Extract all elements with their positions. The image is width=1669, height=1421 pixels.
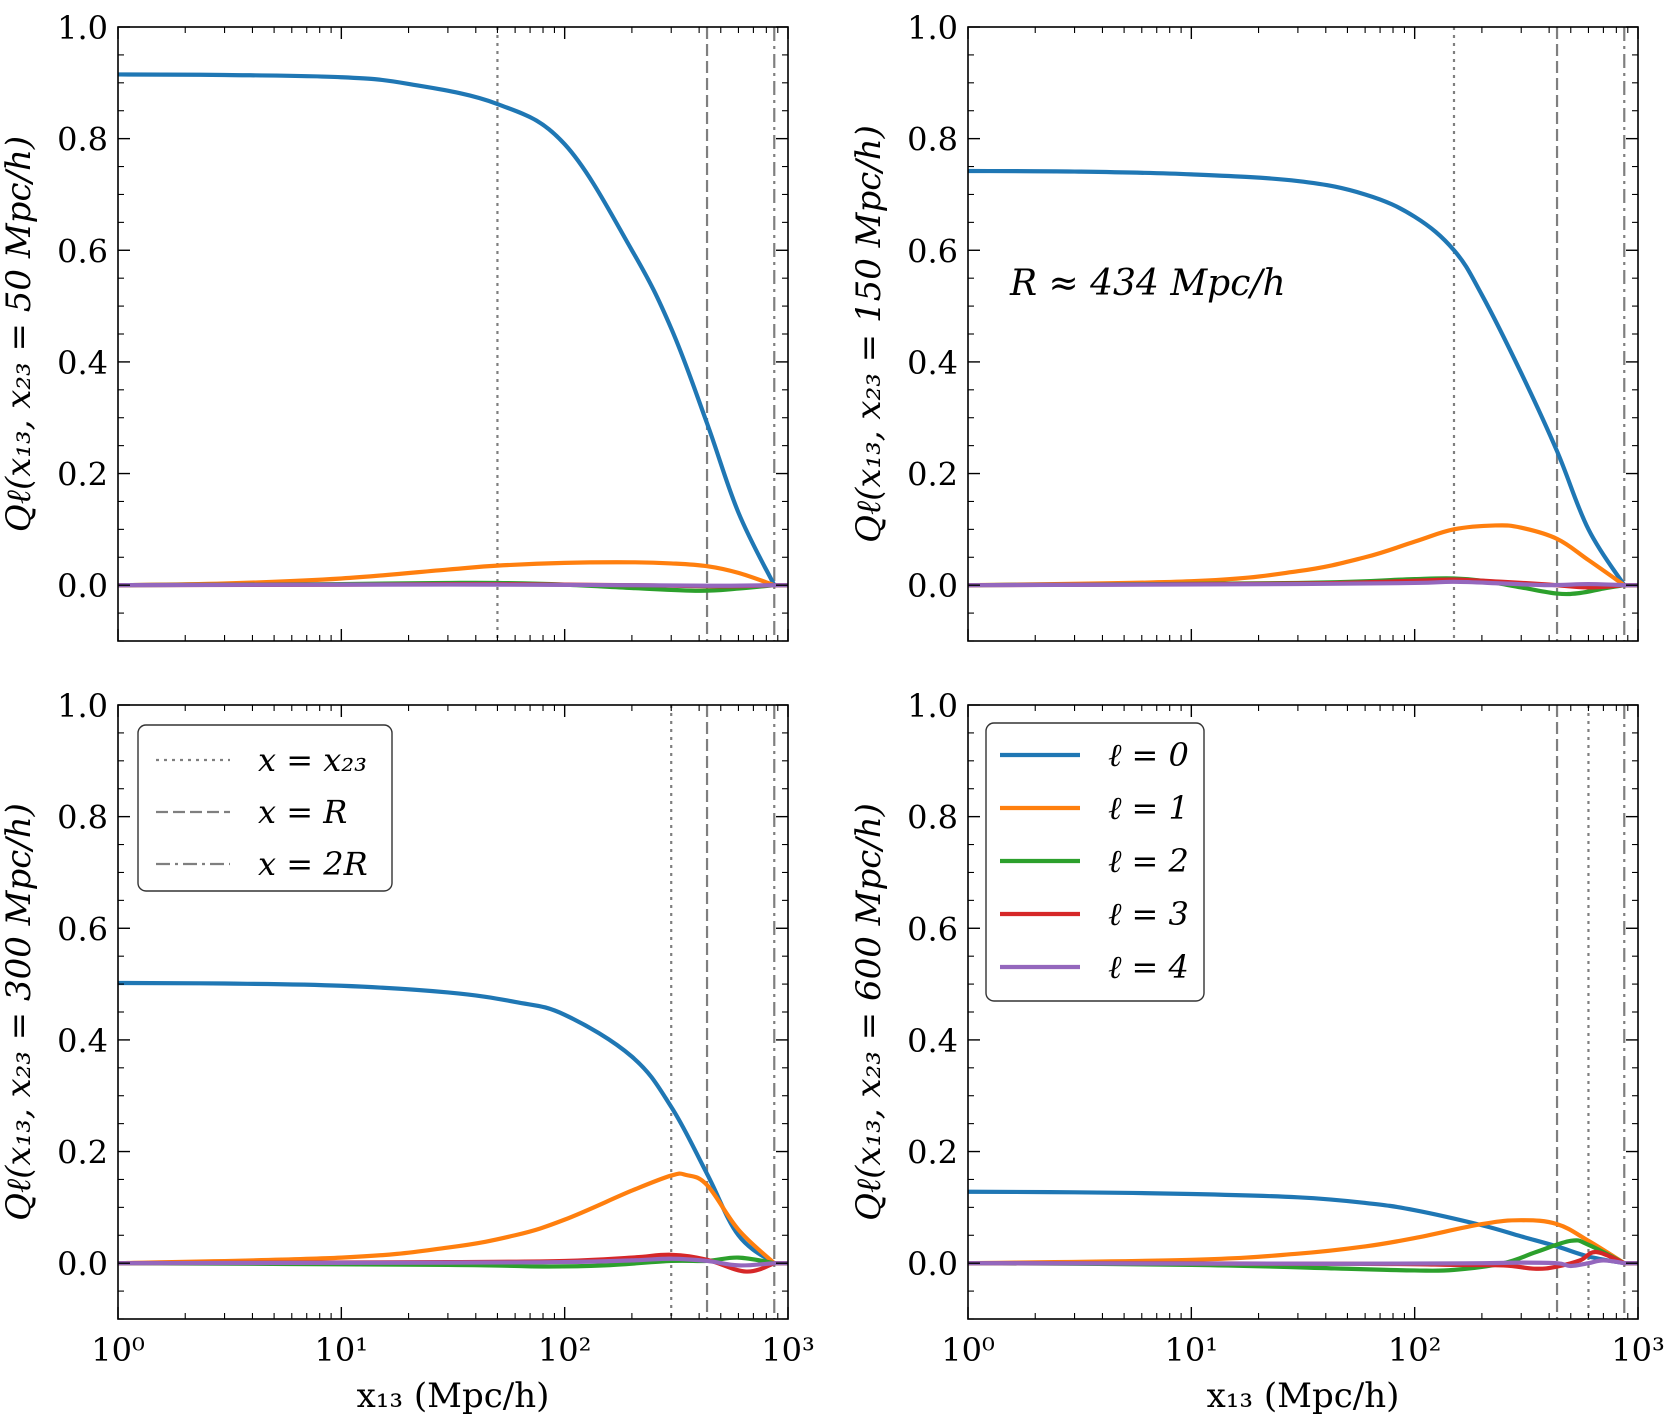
- ytick-label: 0.2: [907, 456, 958, 494]
- series-line-l0: [968, 168, 1638, 588]
- ytick-label: 0.4: [57, 344, 108, 382]
- series-line-l0: [118, 72, 788, 588]
- xtick-label: 10¹: [315, 1331, 369, 1369]
- ytick-label: 0.6: [57, 232, 108, 270]
- ytick-label: 0.6: [907, 910, 958, 948]
- ytick-label: 1.0: [57, 9, 108, 47]
- y-axis-label: Qℓ(x₁₃, x₂₃ = 50 Mpc/h): [0, 136, 39, 532]
- legend-label: x = R: [258, 793, 347, 831]
- series-line-l1: [968, 523, 1638, 588]
- ytick-label: 0.4: [907, 344, 958, 382]
- series-line-l4: [118, 582, 788, 588]
- y-axis-label: Qℓ(x₁₃, x₂₃ = 150 Mpc/h): [849, 125, 889, 543]
- legend-label: ℓ = 3: [1108, 895, 1189, 933]
- legend-label: ℓ = 4: [1108, 948, 1189, 986]
- y-axis-label: Qℓ(x₁₃, x₂₃ = 600 Mpc/h): [849, 803, 889, 1221]
- legend-label: ℓ = 0: [1108, 736, 1189, 774]
- legend-label: ℓ = 2: [1108, 842, 1189, 880]
- xtick-label: 10²: [538, 1331, 592, 1369]
- xtick-label: 10⁰: [91, 1331, 145, 1369]
- axes-frame: [117, 26, 789, 642]
- legend-series: ℓ = 0 ℓ = 1 ℓ = 2 ℓ = 3 ℓ = 4: [985, 722, 1205, 1002]
- ytick-label: 0.6: [907, 232, 958, 270]
- xtick-label: 10³: [1611, 1331, 1665, 1369]
- series-line-l1: [118, 560, 788, 588]
- series-line-l0: [118, 980, 788, 1266]
- xtick-label: 10⁰: [941, 1331, 995, 1369]
- xtick-label: 10¹: [1165, 1331, 1219, 1369]
- legend-label: x = 2R: [258, 845, 368, 883]
- legend-reference-lines: x = x₂₃ x = R x = 2R: [137, 724, 393, 892]
- ytick-label: 0.8: [57, 121, 108, 159]
- panel-3: 0.0 0.2 0.4 0.6 0.8 1.0 10⁰ 10¹ 10² 10³ Qℓ(x₁₃, x₂…: [0, 687, 815, 1416]
- ytick-label: 0.4: [57, 1022, 108, 1060]
- panel-1: 0.0 0.2 0.4 0.6 0.8 1.0 Qℓ(x₁₃, x₂₃ = 50 Mpc/h…: [0, 9, 789, 642]
- panel-2: 0.0 0.2 0.4 0.6 0.8 1.0 Qℓ(x₁₃, x₂₃ = 150 Mpc/…: [849, 9, 1639, 642]
- ytick-label: 0.4: [907, 1022, 958, 1060]
- ytick-label: 0.8: [57, 799, 108, 837]
- ytick-label: 0.0: [57, 567, 108, 605]
- panels: 0.0 0.2 0.4 0.6 0.8 1.0 Qℓ(x₁₃, x₂₃ = 50 Mpc/h…: [0, 9, 1665, 1416]
- y-axis-label: Qℓ(x₁₃, x₂₃ = 300 Mpc/h): [0, 803, 39, 1221]
- xtick-label: 10²: [1388, 1331, 1442, 1369]
- ytick-label: 0.2: [907, 1134, 958, 1172]
- ytick-label: 0.0: [57, 1245, 108, 1283]
- ytick-label: 0.8: [907, 121, 958, 159]
- ytick-label: 0.0: [907, 567, 958, 605]
- ytick-label: 0.2: [57, 1134, 108, 1172]
- ytick-label: 0.0: [907, 1245, 958, 1283]
- legend-label: ℓ = 1: [1108, 789, 1189, 827]
- xtick-label: 10³: [761, 1331, 815, 1369]
- x-axis-label: x₁₃ (Mpc/h): [1207, 1376, 1400, 1416]
- ytick-label: 1.0: [907, 9, 958, 47]
- panel-4: 0.0 0.2 0.4 0.6 0.8 1.0 10⁰ 10¹ 10² 10³ Qℓ(x₁₃, x₂…: [849, 687, 1665, 1416]
- ytick-label: 1.0: [57, 687, 108, 725]
- ytick-label: 1.0: [907, 687, 958, 725]
- series-line-l0: [968, 1189, 1638, 1266]
- series-line-l1: [118, 1171, 788, 1266]
- series-line-l4: [968, 1258, 1638, 1269]
- annotation-radius: R ≈ 434 Mpc/h: [1009, 263, 1286, 304]
- ytick-label: 0.2: [57, 456, 108, 494]
- ytick-label: 0.6: [57, 910, 108, 948]
- x-axis-label: x₁₃ (Mpc/h): [357, 1376, 550, 1416]
- series-line-l4: [968, 579, 1638, 588]
- legend-box: [137, 724, 393, 892]
- legend-box: [985, 722, 1205, 1002]
- legend-label: x = x₂₃: [258, 741, 367, 779]
- ytick-label: 0.8: [907, 799, 958, 837]
- series-line-l1: [968, 1218, 1638, 1266]
- axes-frame: [967, 26, 1639, 642]
- series-line-l4: [118, 1256, 788, 1268]
- series-line-l2: [968, 1238, 1638, 1273]
